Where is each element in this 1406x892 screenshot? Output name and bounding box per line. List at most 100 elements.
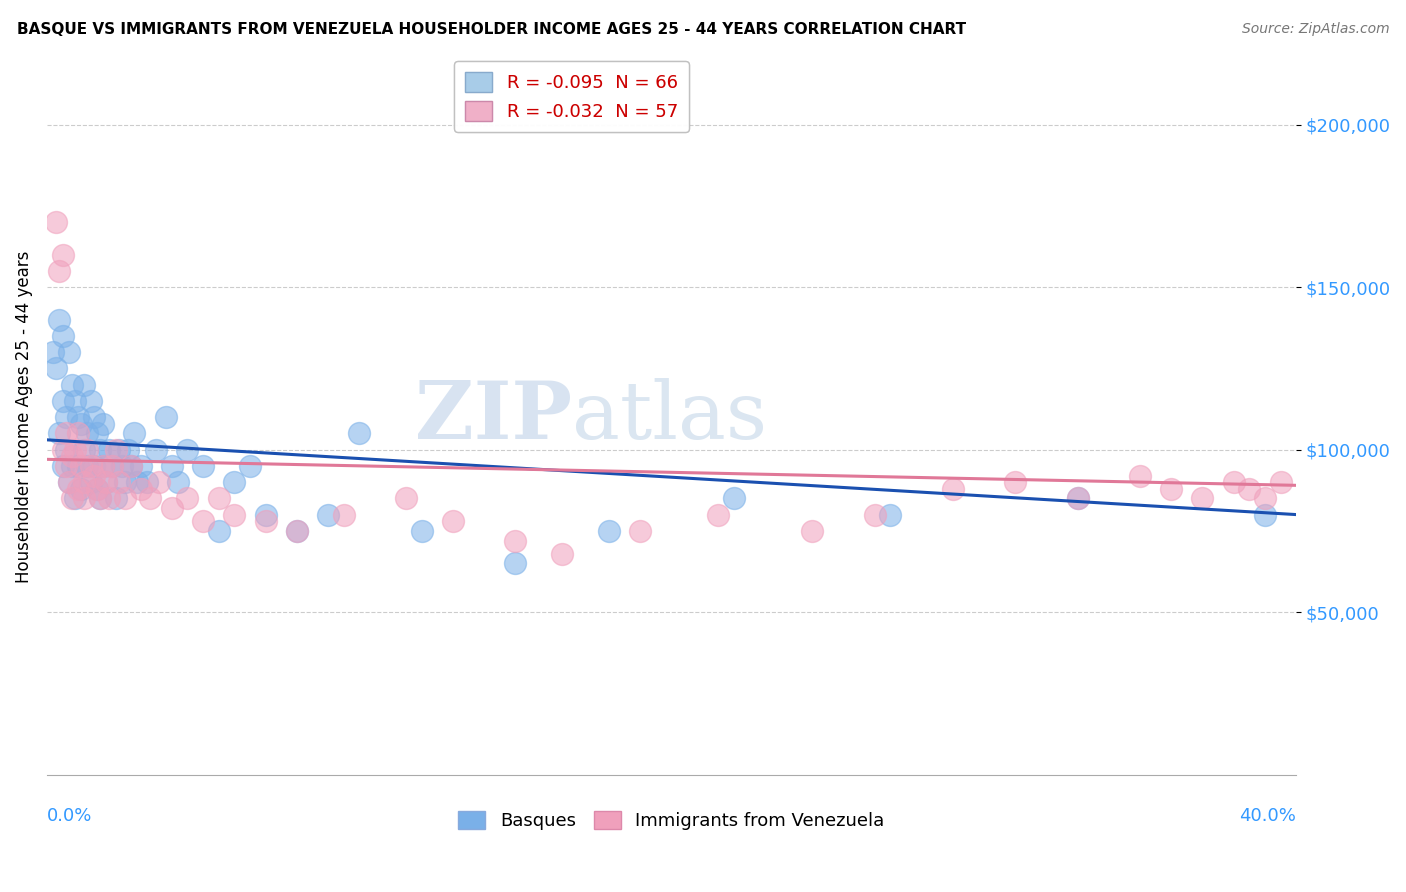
Point (316, 508, 339, 522)
Point (160, 458, 183, 473)
Point (879, 508, 901, 522)
Point (224, 508, 246, 522)
Point (160, 501, 183, 516)
Point (332, 508, 354, 522)
Point (148, 475, 170, 489)
Point (114, 475, 136, 489)
Point (42, 345, 65, 359)
Text: 0.0%: 0.0% (46, 806, 93, 825)
Point (63, 442, 86, 457)
Point (89, 491, 111, 506)
Point (96, 475, 118, 489)
Point (63, 393, 86, 408)
Point (104, 442, 127, 457)
Point (942, 482, 965, 496)
Point (58, 345, 80, 359)
Point (1129, 468, 1152, 483)
Point (83, 458, 105, 473)
Point (155, 410, 177, 425)
Point (101, 458, 124, 473)
Point (51, 442, 73, 457)
Point (139, 491, 162, 506)
Point (1254, 491, 1277, 506)
Point (96, 475, 118, 489)
Point (1270, 475, 1292, 489)
Text: ZIP: ZIP (415, 378, 572, 456)
Point (145, 442, 167, 457)
Point (208, 491, 231, 506)
Point (76, 458, 98, 473)
Point (51, 329, 73, 343)
Point (79, 458, 101, 473)
Point (91, 458, 114, 473)
Point (551, 547, 574, 561)
Point (73, 491, 96, 506)
Point (70, 417, 93, 431)
Point (120, 458, 142, 473)
Point (127, 475, 149, 489)
Point (347, 426, 370, 441)
Point (89, 491, 111, 506)
Point (1222, 475, 1244, 489)
Point (79, 475, 101, 489)
Point (55, 442, 77, 457)
Point (191, 458, 214, 473)
Point (285, 524, 308, 538)
Point (801, 524, 824, 538)
Point (51, 458, 73, 473)
Point (135, 475, 157, 489)
Point (101, 458, 124, 473)
Point (441, 514, 464, 528)
Point (129, 482, 152, 496)
Point (48, 426, 70, 441)
Point (120, 458, 142, 473)
Legend: R = -0.095  N = 66, R = -0.032  N = 57: R = -0.095 N = 66, R = -0.032 N = 57 (454, 62, 689, 132)
Point (124, 426, 146, 441)
Text: 40.0%: 40.0% (1239, 806, 1296, 825)
Point (176, 491, 198, 506)
Point (505, 533, 527, 548)
Point (107, 442, 129, 457)
Point (67, 458, 90, 473)
Point (254, 514, 277, 528)
Point (60, 449, 83, 463)
Point (67, 426, 90, 441)
Point (129, 458, 152, 473)
Point (73, 475, 96, 489)
Point (191, 514, 214, 528)
Point (86, 482, 108, 496)
Point (58, 475, 80, 489)
Point (107, 475, 129, 489)
Text: atlas: atlas (572, 378, 766, 456)
Point (1160, 482, 1182, 496)
Point (254, 508, 277, 522)
Point (73, 377, 96, 392)
Point (79, 393, 101, 408)
Point (45, 215, 67, 229)
Point (1004, 475, 1026, 489)
Point (723, 491, 745, 506)
Point (55, 426, 77, 441)
Point (48, 312, 70, 326)
Point (117, 442, 139, 457)
Point (98, 491, 121, 506)
Point (76, 442, 98, 457)
Text: BASQUE VS IMMIGRANTS FROM VENEZUELA HOUSEHOLDER INCOME AGES 25 - 44 YEARS CORREL: BASQUE VS IMMIGRANTS FROM VENEZUELA HOUS… (17, 22, 966, 37)
Point (55, 458, 77, 473)
Point (58, 475, 80, 489)
Point (505, 557, 527, 571)
Point (51, 393, 73, 408)
Point (208, 524, 231, 538)
Point (98, 442, 121, 457)
Point (863, 508, 886, 522)
Point (114, 491, 136, 506)
Point (628, 524, 651, 538)
Point (176, 442, 198, 457)
Point (60, 458, 83, 473)
Point (1239, 482, 1261, 496)
Point (1191, 491, 1213, 506)
Point (89, 442, 111, 457)
Point (224, 475, 246, 489)
Point (83, 410, 105, 425)
Point (70, 458, 93, 473)
